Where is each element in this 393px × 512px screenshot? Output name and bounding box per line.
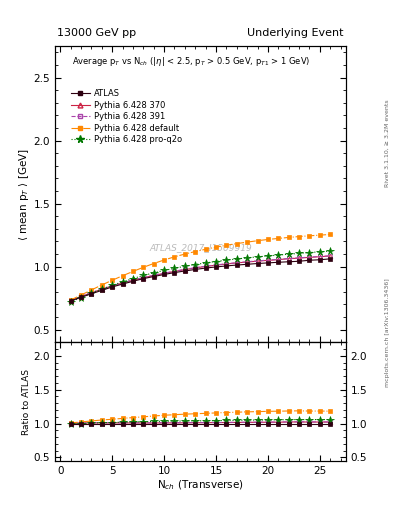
Text: 13000 GeV pp: 13000 GeV pp <box>57 28 136 38</box>
Text: Underlying Event: Underlying Event <box>247 28 344 38</box>
Text: mcplots.cern.ch [arXiv:1306.3436]: mcplots.cern.ch [arXiv:1306.3436] <box>385 279 390 387</box>
X-axis label: N$_{ch}$ (Transverse): N$_{ch}$ (Transverse) <box>157 478 244 492</box>
Y-axis label: $\langle$ mean p$_T$ $\rangle$ [GeV]: $\langle$ mean p$_T$ $\rangle$ [GeV] <box>17 148 31 241</box>
Y-axis label: Ratio to ATLAS: Ratio to ATLAS <box>22 369 31 435</box>
Text: Average p$_T$ vs N$_{ch}$ ($|\eta|$ < 2.5, p$_T$ > 0.5 GeV, p$_{T1}$ > 1 GeV): Average p$_T$ vs N$_{ch}$ ($|\eta|$ < 2.… <box>72 55 311 68</box>
Text: ATLAS_2017_I1509919: ATLAS_2017_I1509919 <box>149 243 252 252</box>
Text: Rivet 3.1.10, ≥ 3.2M events: Rivet 3.1.10, ≥ 3.2M events <box>385 99 390 187</box>
Legend: ATLAS, Pythia 6.428 370, Pythia 6.428 391, Pythia 6.428 default, Pythia 6.428 pr: ATLAS, Pythia 6.428 370, Pythia 6.428 39… <box>68 86 185 147</box>
